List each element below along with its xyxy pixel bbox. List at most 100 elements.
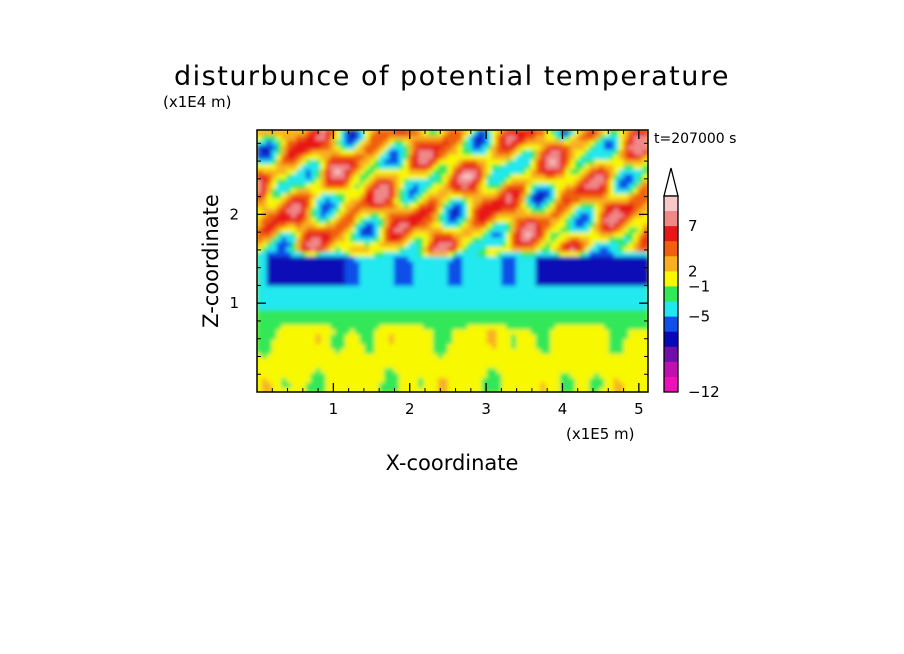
field-cell [384,246,390,252]
field-cell [340,251,346,257]
field-cell [535,231,542,238]
field-cell [511,294,517,301]
field-cell [291,294,297,301]
field-cell [476,387,483,392]
field-cell [261,265,268,272]
field-cell [310,309,317,315]
field-cell [560,333,566,340]
field-cell [344,328,351,335]
field-cell [501,149,507,155]
field-cell [340,130,346,136]
field-cell [320,353,327,359]
field-cell [310,294,317,301]
field-cell [340,362,346,369]
field-cell [325,202,331,209]
contour-field [257,130,648,392]
field-cell [261,222,268,228]
field-cell [569,387,576,392]
field-cell [310,212,317,218]
field-cell [374,382,380,388]
field-cell [525,202,532,209]
field-cell [525,265,532,272]
field-cell [344,372,351,379]
field-cell [604,236,610,243]
field-cell [310,134,317,141]
field-cell [442,328,449,335]
field-cell [530,362,537,369]
field-cell [442,261,449,267]
field-cell [467,261,473,267]
field-cell [472,261,478,267]
field-cell [589,212,595,218]
field-cell [418,294,424,301]
field-cell [511,304,517,311]
field-cell [623,217,630,223]
field-cell [540,367,546,374]
field-cell [291,270,297,277]
field-cell [452,261,458,267]
field-cell [330,377,336,383]
field-cell [432,285,439,291]
field-cell [633,362,639,369]
field-cell [447,372,454,379]
field-cell [291,217,297,223]
field-cell [364,280,371,286]
field-cell [437,324,444,330]
field-cell [305,183,312,189]
field-cell [599,241,605,248]
field-cell [520,188,527,194]
field-cell [393,343,400,349]
field-cell [452,343,458,349]
field-cell [266,382,273,388]
field-cell [496,212,502,218]
field-cell [589,338,595,345]
field-cell [428,222,434,228]
field-cell [398,338,405,345]
field-cell [428,309,434,315]
field-cell [423,367,429,374]
field-cell [535,217,542,223]
field-cell [608,338,615,345]
field-cell [359,270,366,277]
field-cell [257,377,263,383]
field-cell [628,275,634,282]
field-cell [340,134,346,141]
field-cell [359,275,366,282]
field-cell [310,358,317,364]
field-cell [320,188,327,194]
field-cell [276,202,283,209]
field-cell [388,275,395,282]
field-cell [271,382,278,388]
field-cell [599,265,605,272]
field-cell [315,251,322,257]
field-cell [452,338,458,345]
field-cell [589,309,595,315]
field-cell [384,222,390,228]
field-cell [266,159,273,165]
field-cell [379,333,385,340]
field-cell [423,285,429,291]
field-cell [423,265,429,272]
field-cell [296,309,302,315]
field-cell [369,212,375,218]
field-cell [555,367,561,374]
field-cell [349,212,356,218]
field-cell [618,168,625,175]
field-cell [369,178,375,184]
field-cell [447,299,454,306]
field-cell [330,212,336,218]
field-cell [638,343,644,349]
field-cell [560,246,566,252]
field-cell [398,382,405,388]
field-cell [452,290,458,296]
field-cell [486,188,493,194]
field-cell [491,280,498,286]
field-cell [555,144,561,151]
field-cell [574,328,581,335]
field-cell [462,193,468,199]
field-cell [384,159,390,165]
field-cell [467,246,473,252]
field-cell [604,134,610,141]
field-cell [349,188,356,194]
field-cell [467,163,473,170]
